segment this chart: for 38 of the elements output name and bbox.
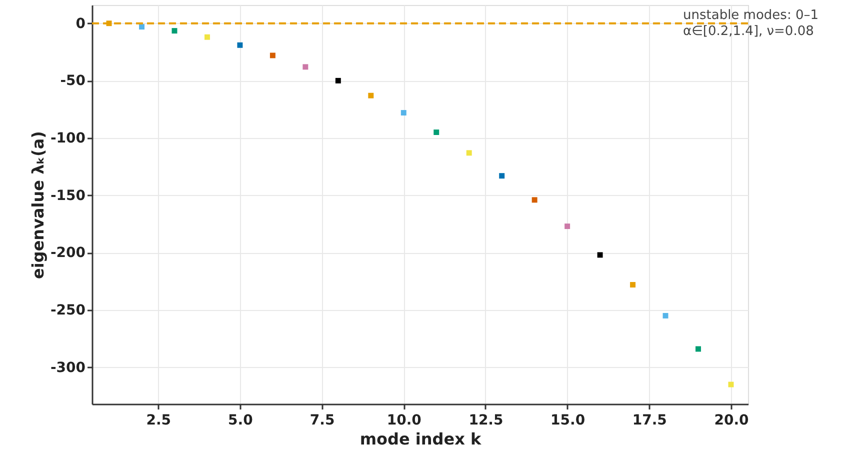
point <box>696 346 701 352</box>
y-tick-label: -100 <box>50 130 86 146</box>
point <box>466 150 472 156</box>
point <box>237 42 243 48</box>
point <box>400 110 406 116</box>
point <box>630 282 636 288</box>
y-tick-label: -150 <box>50 188 86 204</box>
point <box>368 92 374 98</box>
y-tick-label: -300 <box>50 360 86 376</box>
point <box>434 130 440 136</box>
x-tick-label: 17.5 <box>632 412 667 428</box>
point <box>335 78 341 84</box>
x-tick-label: 20.0 <box>714 412 750 428</box>
point <box>662 312 668 318</box>
y-tick-label: -200 <box>50 245 86 262</box>
x-tick-label: 10.0 <box>386 412 422 428</box>
y-tick-label: 0 <box>76 16 86 32</box>
point <box>270 52 276 58</box>
x-tick-label: 2.5 <box>146 412 172 428</box>
x-tick-label: 12.5 <box>468 412 504 428</box>
x-tick-label: 5.0 <box>228 412 254 428</box>
point <box>597 252 603 258</box>
x-tick-label: 15.0 <box>550 412 586 428</box>
y-tick-label: -250 <box>50 302 86 318</box>
point <box>564 224 570 230</box>
y-tick-label: -50 <box>60 73 86 90</box>
x-tick-label: 7.5 <box>310 412 335 428</box>
point <box>204 34 210 40</box>
point <box>172 28 178 34</box>
point <box>499 173 505 179</box>
point <box>139 24 144 30</box>
y-axis-title: eigenvalue λₖ(a) <box>28 131 48 279</box>
point <box>302 64 308 70</box>
x-axis-title: mode index k <box>360 430 482 448</box>
annotation: α∈[0.2,1.4], ν=0.08 <box>683 24 814 39</box>
point <box>532 197 538 203</box>
point <box>728 382 734 388</box>
annotation: unstable modes: 0–1 <box>683 8 819 23</box>
